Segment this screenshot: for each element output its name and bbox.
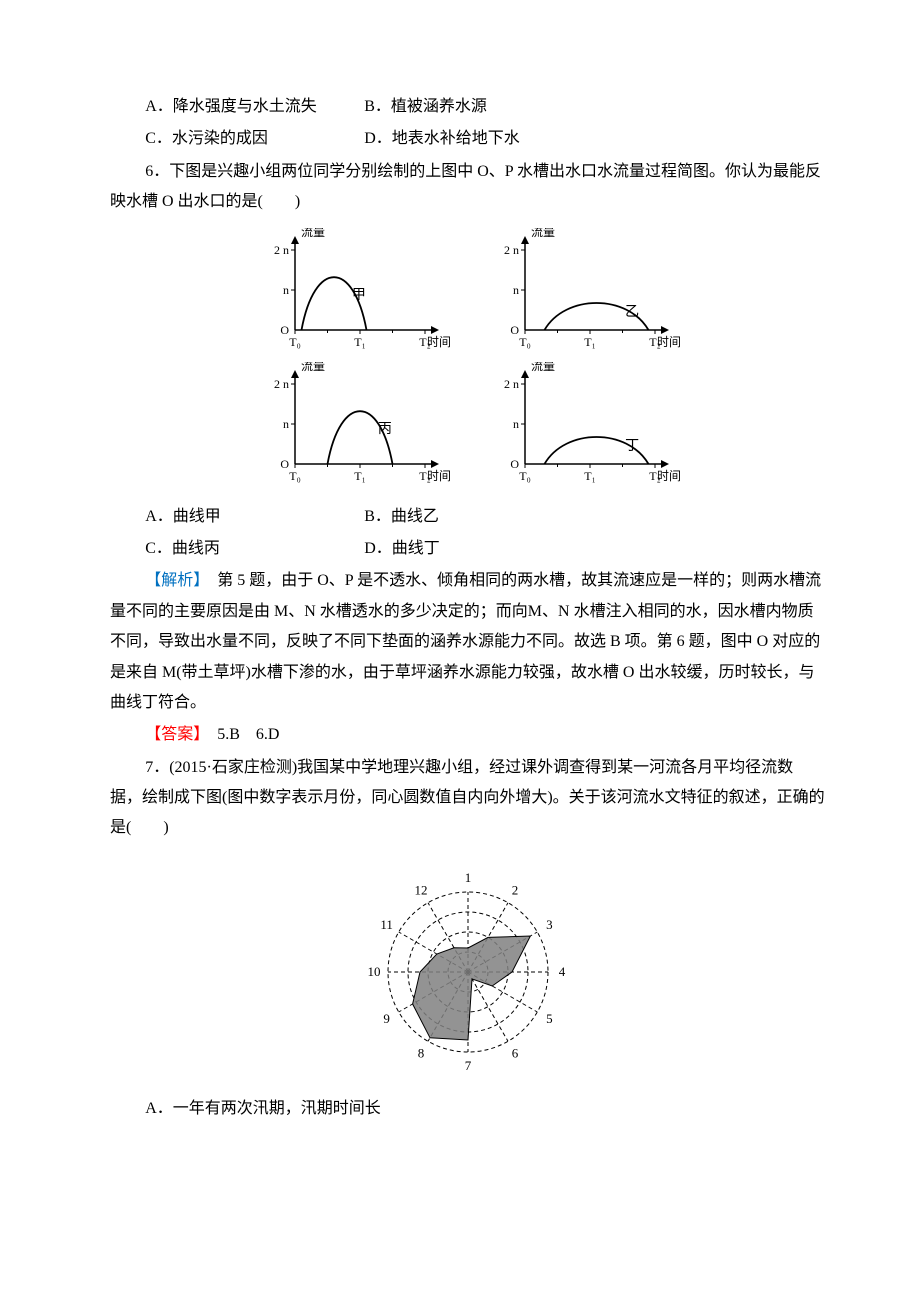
chart-yi: 流量时间On2 nT₀T₁T₂乙 bbox=[468, 226, 698, 360]
q5-options-row1: A．降水强度与水土流失 B．植被涵养水源 bbox=[110, 92, 825, 122]
svg-text:n: n bbox=[283, 417, 289, 431]
q5-option-d: D．地表水补给地下水 bbox=[364, 124, 520, 154]
svg-text:O: O bbox=[510, 457, 519, 471]
svg-text:T₀: T₀ bbox=[519, 469, 531, 483]
chart-ding: 流量时间On2 nT₀T₁T₂丁 bbox=[468, 360, 698, 494]
svg-text:T₀: T₀ bbox=[289, 469, 301, 483]
q6-options-row2: C．曲线丙 D．曲线丁 bbox=[110, 534, 825, 564]
svg-text:O: O bbox=[280, 457, 289, 471]
q5-option-b: B．植被涵养水源 bbox=[364, 92, 487, 122]
svg-text:n: n bbox=[283, 283, 289, 297]
svg-text:流量: 流量 bbox=[301, 228, 325, 239]
analysis-block: 【解析】 第 5 题，由于 O、P 是不透水、倾角相同的两水槽，故其流速应是一样… bbox=[110, 566, 825, 718]
svg-text:乙: 乙 bbox=[625, 304, 639, 320]
svg-text:流量: 流量 bbox=[531, 228, 555, 239]
svg-text:2 n: 2 n bbox=[504, 377, 519, 391]
q6-option-c: C．曲线丙 bbox=[145, 534, 360, 564]
q5-option-a: A．降水强度与水土流失 bbox=[145, 92, 360, 122]
svg-text:n: n bbox=[513, 417, 519, 431]
svg-text:T₂: T₂ bbox=[419, 335, 431, 349]
q7-radar-chart: 123456789101112 bbox=[110, 854, 825, 1084]
q5-option-c: C．水污染的成因 bbox=[145, 124, 360, 154]
svg-text:T₁: T₁ bbox=[354, 469, 366, 483]
svg-text:T₁: T₁ bbox=[354, 335, 366, 349]
q6-options-row1: A．曲线甲 B．曲线乙 bbox=[110, 502, 825, 532]
analysis-label: 【解析】 bbox=[145, 572, 201, 589]
svg-text:2 n: 2 n bbox=[274, 377, 289, 391]
svg-text:n: n bbox=[513, 283, 519, 297]
svg-text:3: 3 bbox=[546, 917, 553, 932]
svg-text:丁: 丁 bbox=[625, 439, 639, 454]
svg-text:10: 10 bbox=[367, 964, 380, 979]
svg-text:T₁: T₁ bbox=[584, 469, 596, 483]
svg-text:7: 7 bbox=[464, 1058, 471, 1073]
q6-option-a: A．曲线甲 bbox=[145, 502, 360, 532]
svg-text:12: 12 bbox=[414, 882, 427, 897]
svg-text:2 n: 2 n bbox=[274, 243, 289, 257]
q7-option-a: A．一年有两次汛期，汛期时间长 bbox=[145, 1094, 381, 1124]
svg-text:T₂: T₂ bbox=[419, 469, 431, 483]
answer-text: 5.B 6.D bbox=[201, 726, 279, 743]
answer-label: 【答案】 bbox=[145, 726, 201, 743]
svg-text:丙: 丙 bbox=[377, 421, 391, 436]
svg-text:4: 4 bbox=[558, 964, 565, 979]
chart-jia: 流量时间On2 nT₀T₁T₂甲 bbox=[238, 226, 468, 360]
svg-text:T₀: T₀ bbox=[519, 335, 531, 349]
svg-text:6: 6 bbox=[511, 1045, 518, 1060]
analysis-text: 第 5 题，由于 O、P 是不透水、倾角相同的两水槽，故其流速应是一样的；则两水… bbox=[110, 572, 821, 711]
answer-block: 【答案】 5.B 6.D bbox=[110, 720, 825, 750]
svg-text:甲: 甲 bbox=[351, 287, 365, 302]
q5-options-row2: C．水污染的成因 D．地表水补给地下水 bbox=[110, 124, 825, 154]
svg-text:T₁: T₁ bbox=[584, 335, 596, 349]
q6-option-d: D．曲线丁 bbox=[364, 534, 440, 564]
svg-text:流量: 流量 bbox=[531, 362, 555, 373]
q6-stem: 6．下图是兴趣小组两位同学分别绘制的上图中 O、P 水槽出水口水流量过程简图。你… bbox=[110, 157, 825, 218]
q6-option-b: B．曲线乙 bbox=[364, 502, 439, 532]
svg-text:T₀: T₀ bbox=[289, 335, 301, 349]
svg-text:T₂: T₂ bbox=[649, 469, 661, 483]
svg-text:T₂: T₂ bbox=[649, 335, 661, 349]
svg-text:11: 11 bbox=[380, 917, 393, 932]
svg-text:8: 8 bbox=[417, 1045, 424, 1060]
q7-options-row1: A．一年有两次汛期，汛期时间长 bbox=[110, 1094, 825, 1124]
chart-bing: 流量时间On2 nT₀T₁T₂丙 bbox=[238, 360, 468, 494]
svg-text:1: 1 bbox=[464, 870, 471, 885]
q7-stem: 7．(2015·石家庄检测)我国某中学地理兴趣小组，经过课外调查得到某一河流各月… bbox=[110, 753, 825, 844]
svg-text:O: O bbox=[280, 323, 289, 337]
svg-text:流量: 流量 bbox=[301, 362, 325, 373]
svg-text:9: 9 bbox=[383, 1011, 390, 1026]
svg-text:2 n: 2 n bbox=[504, 243, 519, 257]
q6-charts: 流量时间On2 nT₀T₁T₂甲 流量时间On2 nT₀T₁T₂乙 流量时间On… bbox=[238, 226, 698, 494]
svg-text:O: O bbox=[510, 323, 519, 337]
svg-text:5: 5 bbox=[546, 1011, 553, 1026]
svg-text:2: 2 bbox=[511, 882, 518, 897]
